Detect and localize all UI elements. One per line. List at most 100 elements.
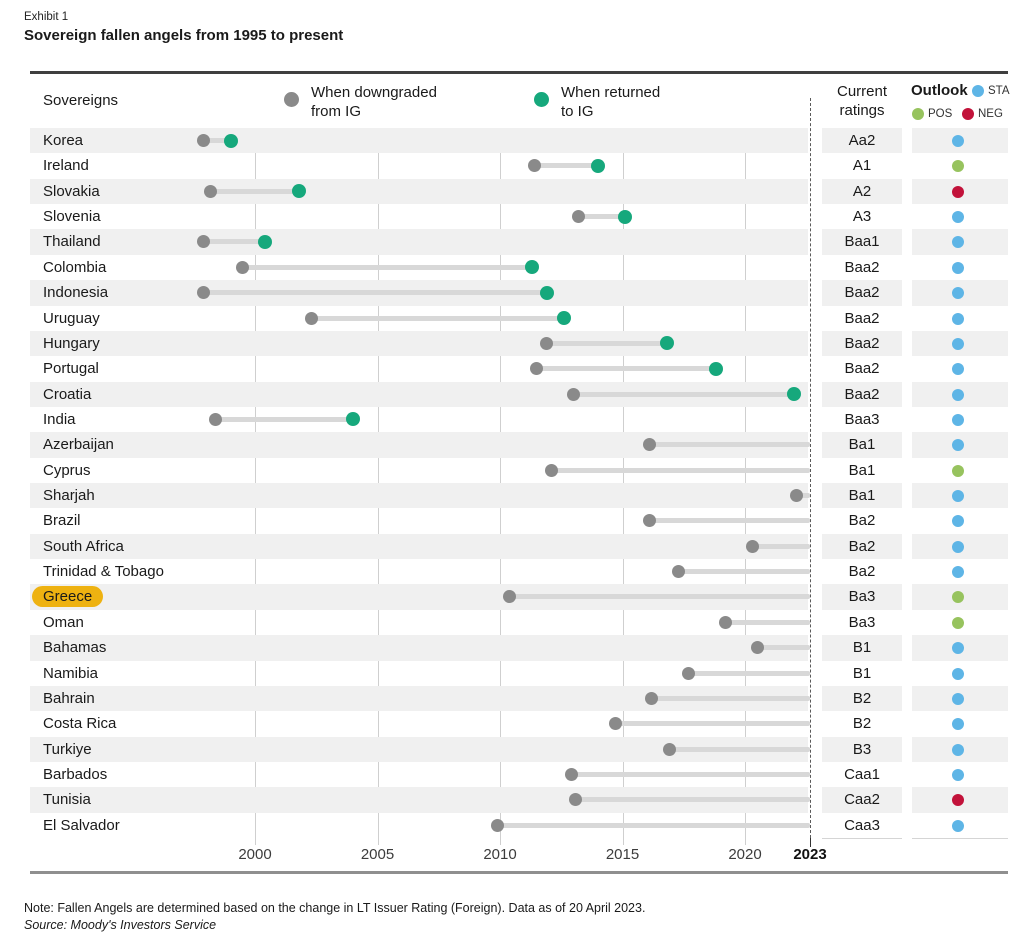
- exhibit-number: Exhibit 1: [24, 11, 69, 23]
- downgrade-dot: [304, 311, 318, 325]
- outlook-dot-neg: [952, 185, 964, 198]
- return-dot: [617, 209, 632, 224]
- outlook-dot-sta: [952, 490, 964, 503]
- return-dot: [292, 184, 307, 199]
- downgrade-dot: [197, 286, 211, 300]
- current-rating-value: Caa2: [844, 791, 880, 809]
- return-dot: [223, 133, 238, 148]
- row-stripe-rating: [822, 635, 902, 661]
- duration-line: [203, 290, 547, 296]
- outlook-dot-sta: [952, 211, 964, 224]
- sovereign-label: Costa Rica: [43, 715, 117, 733]
- table-row-portugal: Portugal Baa2: [0, 356, 1030, 381]
- current-ratings-line1: Current: [836, 83, 888, 100]
- downgraded-legend-line1: When downgraded: [311, 84, 437, 101]
- row-stripe-main: [30, 483, 808, 509]
- downgraded-legend-label: When downgraded from IG: [311, 83, 437, 121]
- downgrade-dot: [567, 387, 580, 401]
- bottom-rule: [30, 871, 1008, 874]
- cutoff-dashed-line: [810, 98, 811, 838]
- table-row-sharjah: Sharjah Ba1: [0, 483, 1030, 509]
- sovereign-label: Korea: [43, 132, 84, 149]
- sovereign-label: South Africa: [43, 537, 124, 555]
- outlook-dot-sta: [952, 439, 964, 452]
- sovereign-label: Indonesia: [43, 284, 109, 302]
- sovereign-label: India: [43, 410, 76, 428]
- downgrade-dot: [718, 615, 732, 629]
- downgrade-dot: [197, 134, 211, 147]
- outlook-dot-sta: [952, 566, 964, 579]
- duration-line: [651, 695, 810, 701]
- current-rating-value: Ba1: [848, 461, 876, 479]
- current-rating-value: B3: [852, 740, 872, 758]
- table-row-korea: Korea Aa2: [0, 128, 1030, 154]
- downgrade-dot: [544, 463, 558, 477]
- sovereign-label: Bahrain: [43, 689, 95, 707]
- table-row-colombia: Colombia Baa2: [0, 255, 1030, 280]
- downgrade-dot: [789, 489, 803, 503]
- downgrade-dot: [672, 565, 686, 579]
- duration-line: [752, 543, 810, 549]
- return-dot: [346, 412, 360, 427]
- downgrade-dot: [745, 539, 759, 553]
- sovereign-label: Colombia: [43, 258, 107, 276]
- duration-line: [678, 569, 810, 575]
- downgrade-dot: [527, 159, 541, 173]
- downgrade-dot: [642, 514, 656, 528]
- sovereign-label: Hungary: [43, 334, 100, 352]
- axis-tick-label-2015: 2015: [605, 846, 640, 863]
- table-row-thailand: Thailand Baa1: [0, 229, 1030, 255]
- outlook-dot-sta: [952, 236, 964, 249]
- outlook-dot-sta: [952, 667, 964, 680]
- outlook-dot-sta: [952, 388, 964, 401]
- sovereign-label: Tunisia: [43, 791, 91, 809]
- return-dot: [787, 387, 801, 402]
- column-header-current-ratings: Current ratings: [822, 82, 902, 120]
- row-stripe-rating: [822, 381, 902, 407]
- returned-legend-dot-icon: [534, 92, 549, 107]
- current-rating-value: Baa2: [844, 258, 880, 276]
- outlook-dot-sta: [952, 692, 964, 705]
- table-row-india: India Baa3: [0, 407, 1030, 432]
- current-rating-value: Ba2: [848, 537, 876, 555]
- table-row-trinidad-tobago: Trinidad & Tobago Ba2: [0, 559, 1030, 584]
- sovereign-label: Trinidad & Tobago: [43, 563, 164, 581]
- downgrade-dot: [569, 793, 583, 807]
- downgrade-dot: [750, 641, 764, 655]
- row-stripe-rating: [822, 685, 902, 712]
- column-header-sovereigns: Sovereigns: [43, 92, 119, 109]
- sovereign-label: Ireland: [43, 157, 89, 175]
- downgrade-dot: [564, 768, 578, 781]
- downgrade-dot: [608, 717, 622, 731]
- downgrade-dot: [236, 260, 250, 274]
- row-stripe-main: [30, 533, 808, 560]
- outlook-dot-pos: [952, 591, 964, 604]
- source-line: Source: Moody's Investors Service: [24, 918, 217, 932]
- outlook-dot-sta: [952, 413, 964, 426]
- current-rating-value: Ba3: [848, 588, 876, 606]
- axis-cutoff-label: 2023: [793, 846, 827, 863]
- row-stripe-rating: [822, 787, 902, 813]
- current-rating-value: Caa3: [844, 816, 880, 834]
- row-stripe-rating: [822, 533, 902, 560]
- duration-line: [203, 239, 265, 245]
- duration-line: [551, 467, 810, 473]
- duration-line: [311, 315, 564, 321]
- table-row-oman: Oman Ba3: [0, 610, 1030, 635]
- sovereign-label: Slovenia: [43, 208, 101, 226]
- duration-line: [534, 163, 598, 169]
- duration-line: [796, 493, 810, 499]
- current-rating-value: A3: [852, 208, 872, 226]
- duration-line: [649, 442, 810, 448]
- current-rating-value: Baa2: [844, 385, 880, 403]
- top-rule: [30, 71, 1008, 74]
- downgrade-dot: [503, 590, 517, 604]
- duration-line: [669, 746, 810, 752]
- row-stripe-rating: [822, 178, 902, 205]
- table-row-slovakia: Slovakia A2: [0, 178, 1030, 205]
- sovereign-label: Cyprus: [43, 461, 91, 479]
- duration-line: [546, 340, 667, 346]
- outlook-dot-sta: [952, 287, 964, 300]
- downgrade-dot: [642, 438, 656, 452]
